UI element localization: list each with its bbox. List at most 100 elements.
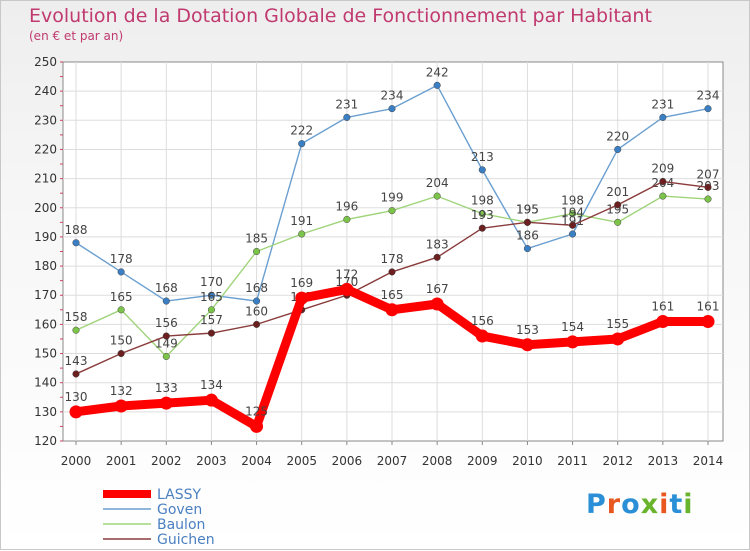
data-point bbox=[659, 113, 667, 121]
x-tick-label: 2008 bbox=[422, 454, 453, 468]
data-label: 154 bbox=[561, 320, 584, 334]
data-label: 155 bbox=[606, 317, 629, 331]
data-label: 198 bbox=[471, 194, 494, 208]
y-tick-label: 120 bbox=[34, 434, 57, 448]
data-label: 199 bbox=[381, 191, 404, 205]
data-point bbox=[388, 268, 396, 276]
data-label: 234 bbox=[697, 89, 720, 103]
data-label: 161 bbox=[651, 299, 674, 313]
logo-letter: i bbox=[683, 489, 694, 520]
data-point bbox=[343, 215, 351, 223]
data-label: 161 bbox=[697, 299, 720, 313]
data-label: 132 bbox=[110, 384, 133, 398]
data-point bbox=[701, 314, 715, 328]
data-label: 178 bbox=[381, 252, 404, 266]
data-label: 231 bbox=[335, 97, 358, 111]
data-point bbox=[207, 291, 215, 299]
data-label: 172 bbox=[335, 267, 358, 281]
x-tick-label: 2012 bbox=[602, 454, 633, 468]
y-tick-label: 140 bbox=[34, 376, 57, 390]
y-tick-label: 180 bbox=[34, 259, 57, 273]
y-tick-label: 250 bbox=[34, 55, 57, 69]
data-label: 165 bbox=[381, 288, 404, 302]
logo-letter: i bbox=[659, 489, 670, 520]
data-label: 168 bbox=[155, 281, 178, 295]
data-label: 201 bbox=[606, 185, 629, 199]
data-point bbox=[204, 393, 218, 407]
data-label: 195 bbox=[516, 202, 539, 216]
x-tick-label: 2013 bbox=[648, 454, 679, 468]
plot-area bbox=[62, 61, 724, 442]
data-label: 165 bbox=[110, 290, 133, 304]
data-point bbox=[207, 329, 215, 337]
y-tick-label: 240 bbox=[34, 84, 57, 98]
legend-label-lassy: LASSY bbox=[157, 487, 201, 503]
y-tick-label: 230 bbox=[34, 113, 57, 127]
data-point bbox=[388, 207, 396, 215]
logo-letter: t bbox=[669, 489, 684, 520]
data-label: 170 bbox=[335, 275, 358, 289]
data-point bbox=[520, 338, 534, 352]
data-label: 134 bbox=[200, 378, 223, 392]
y-tick-label: 220 bbox=[34, 142, 57, 156]
data-point bbox=[343, 113, 351, 121]
data-point bbox=[704, 105, 712, 113]
legend-label-baulon: Baulon bbox=[157, 517, 205, 533]
data-label: 167 bbox=[426, 282, 449, 296]
data-point bbox=[117, 268, 125, 276]
data-point bbox=[569, 210, 577, 218]
data-point bbox=[433, 192, 441, 200]
y-tick-label: 170 bbox=[34, 288, 57, 302]
data-label: 130 bbox=[65, 390, 88, 404]
y-tick-label: 150 bbox=[34, 347, 57, 361]
data-label: 242 bbox=[426, 65, 449, 79]
data-label: 220 bbox=[606, 129, 629, 143]
data-point bbox=[478, 224, 486, 232]
data-point bbox=[72, 239, 80, 247]
logo-letter: r bbox=[606, 489, 622, 520]
data-label: 156 bbox=[155, 316, 178, 330]
data-label: 195 bbox=[606, 202, 629, 216]
data-point bbox=[340, 282, 354, 296]
data-point bbox=[159, 396, 173, 410]
data-point bbox=[385, 303, 399, 317]
data-label: 207 bbox=[697, 167, 720, 181]
y-tick-label: 190 bbox=[34, 230, 57, 244]
data-label: 193 bbox=[471, 208, 494, 222]
data-point bbox=[704, 195, 712, 203]
data-point bbox=[659, 177, 667, 186]
data-label: 191 bbox=[290, 214, 313, 228]
data-point bbox=[253, 320, 261, 328]
data-point bbox=[659, 192, 667, 200]
data-label: 158 bbox=[65, 310, 88, 324]
chart-subtitle: (en € et par an) bbox=[29, 29, 124, 43]
data-point bbox=[433, 81, 441, 89]
data-label: 133 bbox=[155, 381, 178, 395]
x-tick-label: 2005 bbox=[286, 454, 317, 468]
x-tick-label: 2009 bbox=[467, 454, 498, 468]
x-tick-label: 2014 bbox=[693, 454, 724, 468]
data-label: 198 bbox=[561, 194, 584, 208]
data-label: 231 bbox=[651, 97, 674, 111]
data-point bbox=[523, 218, 531, 226]
data-label: 156 bbox=[471, 314, 494, 328]
x-tick-label: 2000 bbox=[61, 454, 92, 468]
data-label: 143 bbox=[65, 354, 88, 368]
x-tick-label: 2011 bbox=[557, 454, 588, 468]
data-point bbox=[117, 349, 125, 358]
data-point bbox=[298, 140, 306, 148]
legend-label-goven: Goven bbox=[157, 502, 202, 518]
data-point bbox=[478, 166, 486, 174]
data-point bbox=[430, 297, 444, 311]
data-point bbox=[298, 230, 306, 238]
data-point bbox=[614, 145, 622, 154]
data-label: 169 bbox=[290, 276, 313, 290]
x-tick-label: 2003 bbox=[196, 454, 227, 468]
data-point bbox=[114, 399, 128, 413]
data-label: 183 bbox=[426, 237, 449, 251]
y-tick-label: 160 bbox=[34, 317, 57, 331]
data-label: 213 bbox=[471, 150, 494, 164]
data-point bbox=[704, 183, 712, 191]
